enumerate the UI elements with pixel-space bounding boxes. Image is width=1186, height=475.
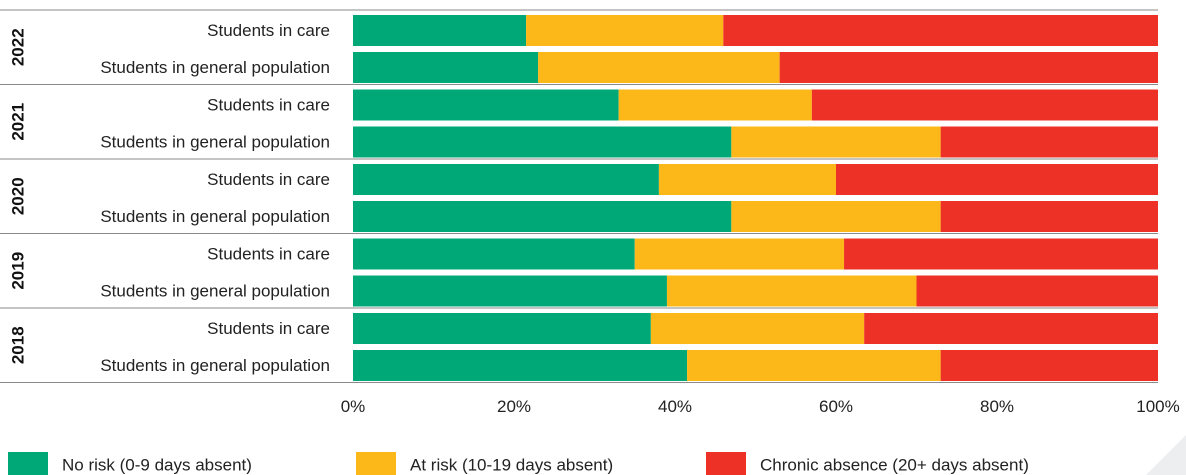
bar-segment-2020-general-s2 [940, 201, 1158, 232]
year-label-2021: 2021 [9, 103, 28, 141]
legend: No risk (0-9 days absent) At risk (10-19 … [8, 452, 1029, 475]
row-label: Students in care [207, 170, 330, 189]
x-tick-label: 40% [658, 397, 692, 416]
bar-segment-2018-general-s0 [353, 350, 688, 381]
bar-segment-2022-care-s2 [723, 15, 1158, 46]
bar-segment-2018-care-s2 [864, 313, 1158, 344]
bars [353, 15, 1158, 381]
year-label-2020: 2020 [9, 177, 28, 215]
legend-label: At risk (10-19 days absent) [410, 456, 613, 475]
year-label-2019: 2019 [9, 252, 28, 290]
x-axis: 0% 20% 40% 60% 80% 100% [341, 397, 1180, 416]
year-label-2018: 2018 [9, 326, 28, 364]
bar-segment-2021-care-s1 [618, 89, 812, 121]
bar-segment-2018-care-s1 [650, 313, 865, 344]
legend-swatch [8, 452, 48, 475]
bar-segment-2019-care-s2 [844, 238, 1158, 270]
bar-segment-2021-care-s0 [353, 89, 619, 121]
bar-segment-2019-care-s0 [353, 238, 635, 270]
row-label: Students in general population [100, 282, 330, 301]
bar-segment-2022-general-s0 [353, 52, 539, 83]
bar-segment-2021-general-s1 [731, 126, 941, 158]
bar-segment-2019-general-s2 [916, 275, 1158, 307]
bar-segment-2022-general-s2 [779, 52, 1158, 83]
bar-segment-2018-general-s2 [940, 350, 1158, 381]
bar-segment-2020-care-s1 [658, 164, 836, 195]
bar-segment-2021-general-s0 [353, 126, 732, 158]
bar-segment-2022-general-s1 [538, 52, 780, 83]
legend-swatch [706, 452, 746, 475]
legend-label: No risk (0-9 days absent) [62, 456, 252, 475]
bar-segment-2018-care-s0 [353, 313, 651, 344]
bar-segment-2021-general-s2 [940, 126, 1158, 158]
row-label: Students in care [207, 96, 330, 115]
row-label: Students in care [207, 319, 330, 338]
bar-segment-2021-care-s2 [811, 89, 1158, 121]
bar-segment-2020-care-s0 [353, 164, 659, 195]
row-label: Students in general population [100, 133, 330, 152]
row-label: Students in care [207, 21, 330, 40]
year-labels: 2022 2021 2020 2019 2018 [9, 28, 28, 364]
x-tick-label: 80% [980, 397, 1014, 416]
legend-label: Chronic absence (20+ days absent) [760, 456, 1029, 475]
corner-decoration [1146, 435, 1186, 475]
bar-segment-2019-general-s0 [353, 275, 667, 307]
x-tick-label: 20% [497, 397, 531, 416]
row-label: Students in general population [100, 58, 330, 77]
x-tick-label: 0% [341, 397, 366, 416]
bar-segment-2022-care-s1 [526, 15, 724, 46]
bar-segment-2019-general-s1 [666, 275, 917, 307]
row-label: Students in general population [100, 207, 330, 226]
bar-segment-2022-care-s0 [353, 15, 527, 46]
row-label: Students in care [207, 245, 330, 264]
row-labels: Students in care Students in general popu… [100, 21, 330, 375]
bar-segment-2018-general-s1 [687, 350, 941, 381]
legend-swatch [356, 452, 396, 475]
bar-segment-2019-care-s1 [634, 238, 845, 270]
bar-segment-2020-general-s1 [731, 201, 941, 232]
year-label-2022: 2022 [9, 28, 28, 66]
x-tick-label: 60% [819, 397, 853, 416]
group-separators [0, 9, 1158, 383]
bar-segment-2020-care-s2 [836, 164, 1158, 195]
row-label: Students in general population [100, 356, 330, 375]
x-tick-label: 100% [1136, 397, 1179, 416]
bar-segment-2020-general-s0 [353, 201, 732, 232]
